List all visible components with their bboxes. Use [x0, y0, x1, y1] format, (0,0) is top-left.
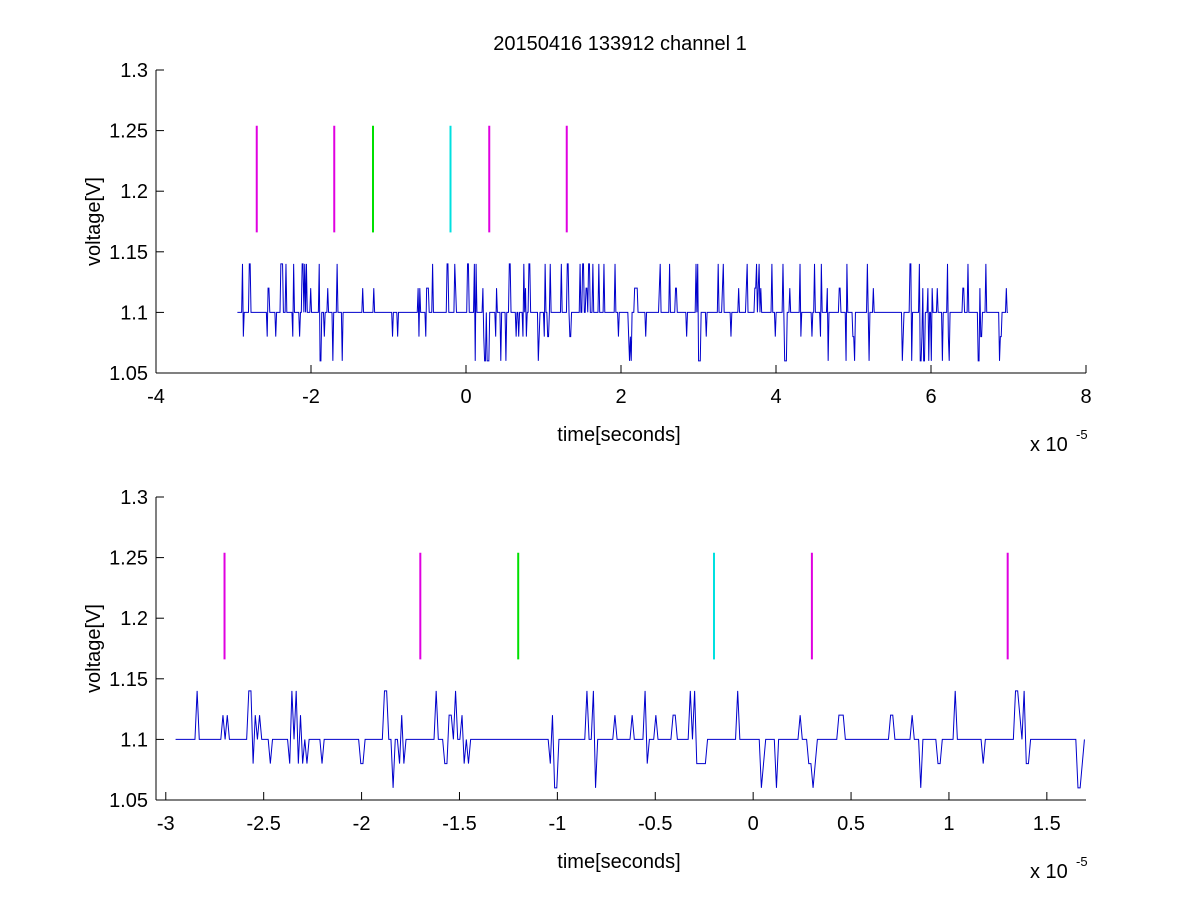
x-tick-label: -1	[548, 813, 566, 835]
x-tick-label: -2	[353, 813, 371, 835]
x-tick-label: -0.5	[638, 813, 672, 835]
y-tick-label: 1.3	[120, 60, 148, 82]
y-tick-label: 1.15	[109, 242, 148, 264]
signal-trace	[175, 690, 1085, 789]
x-tick-label: 1.5	[1033, 813, 1061, 835]
y-tick-label: 1.1	[120, 729, 148, 751]
x-exponent-label: x 10	[1030, 434, 1068, 456]
x-tick-label: 0.5	[837, 813, 865, 835]
y-tick-label: 1.05	[109, 790, 148, 812]
x-tick-label: 2	[615, 386, 626, 408]
y-tick-label: 1.25	[109, 548, 148, 570]
y-tick-label: 1.2	[120, 608, 148, 630]
x-tick-label: -2	[302, 386, 320, 408]
figure-title: 20150416 133912 channel 1	[493, 33, 747, 55]
x-tick-label: -1.5	[442, 813, 476, 835]
y-tick-label: 1.15	[109, 669, 148, 691]
x-axis-label: time[seconds]	[557, 424, 680, 446]
x-tick-label: -4	[147, 386, 165, 408]
top-plot: -4 -2 0 2 4 6 8 1.05 1.1 1.15 1.2 1.25 1.3 time[secon…	[83, 60, 1092, 456]
plot-area	[156, 497, 1086, 800]
x-tick-label: 1	[943, 813, 954, 835]
x-tick-label: 8	[1080, 386, 1091, 408]
y-tick-label: 1.05	[109, 363, 148, 385]
y-tick-label: 1.3	[120, 487, 148, 509]
signal-trace	[237, 263, 1009, 362]
x-exponent-power: -5	[1076, 854, 1088, 869]
x-tick-label: 6	[925, 386, 936, 408]
y-axis-label: voltage[V]	[83, 604, 105, 693]
x-tick-label: -3	[157, 813, 175, 835]
y-tick-label: 1.25	[109, 121, 148, 143]
bottom-plot: -3 -2.5 -2 -1.5 -1 -0.5 0 0.5 1 1.5 1.05 1.1 1.15 1.2…	[83, 487, 1088, 883]
x-tick-label: -2.5	[246, 813, 280, 835]
plot-area	[156, 70, 1086, 373]
y-tick-label: 1.2	[120, 181, 148, 203]
x-tick-label: 0	[460, 386, 471, 408]
y-axis-label: voltage[V]	[83, 177, 105, 266]
x-tick-label: 4	[770, 386, 781, 408]
x-tick-label: 0	[748, 813, 759, 835]
x-exponent-power: -5	[1076, 427, 1088, 442]
x-exponent-label: x 10	[1030, 861, 1068, 883]
y-tick-label: 1.1	[120, 302, 148, 324]
x-axis-label: time[seconds]	[557, 851, 680, 873]
